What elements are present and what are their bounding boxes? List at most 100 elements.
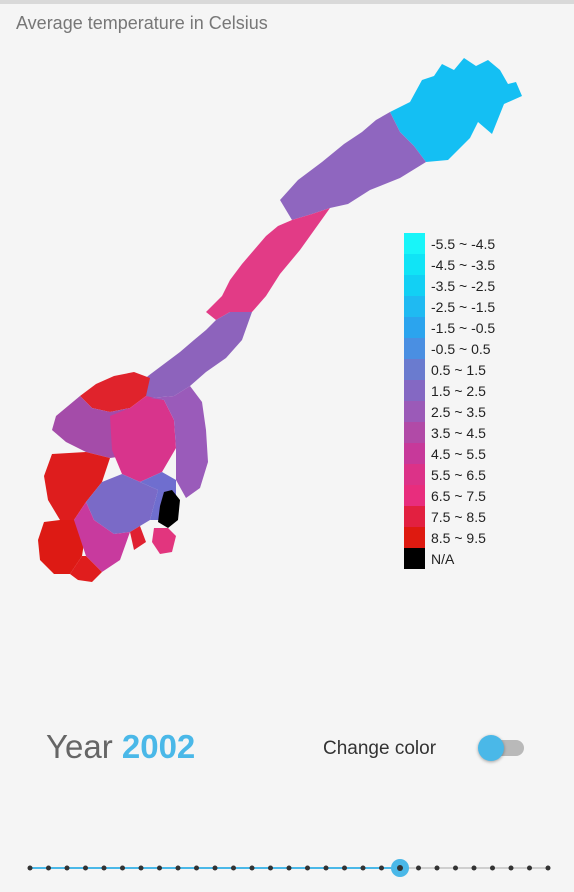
slider-thumb-dot <box>397 865 403 871</box>
change-color-label: Change color <box>323 738 437 759</box>
slider-tick[interactable] <box>83 865 88 871</box>
slider-tick[interactable] <box>64 865 70 871</box>
legend-label: -4.5 ~ -3.5 <box>431 256 496 273</box>
slider-tick[interactable] <box>286 865 292 871</box>
slider-tick[interactable] <box>231 865 236 871</box>
legend-item: 8.5 ~ 9.5 <box>404 527 495 548</box>
legend-item: 3.5 ~ 4.5 <box>404 422 495 443</box>
region-oppland[interactable] <box>110 396 176 482</box>
legend-swatch <box>404 506 425 527</box>
slider-tick[interactable] <box>453 865 458 871</box>
region-oslo[interactable] <box>158 490 180 528</box>
legend-swatch <box>404 359 425 380</box>
slider-tick[interactable] <box>157 865 162 871</box>
region-hordaland[interactable] <box>44 452 110 520</box>
legend-item: 5.5 ~ 6.5 <box>404 464 495 485</box>
legend-swatch <box>404 485 425 506</box>
region-rogaland[interactable] <box>38 520 86 574</box>
year-prefix: Year <box>46 728 113 765</box>
legend-item: 6.5 ~ 7.5 <box>404 485 495 506</box>
slider-tick[interactable] <box>434 865 440 871</box>
legend-swatch <box>404 401 425 422</box>
legend-swatch <box>404 317 425 338</box>
region-nordland[interactable] <box>206 208 330 320</box>
legend-swatch <box>404 275 425 296</box>
year-slider[interactable] <box>24 855 554 881</box>
legend-label: 0.5 ~ 1.5 <box>431 361 486 378</box>
legend: -5.5 ~ -4.5 -4.5 ~ -3.5 -3.5 ~ -2.5 -2.5 ~ … <box>404 233 495 569</box>
slider-tick[interactable] <box>360 865 366 871</box>
slider-tick[interactable] <box>212 865 218 871</box>
status-bar-edge <box>0 0 574 4</box>
legend-item: -4.5 ~ -3.5 <box>404 254 495 275</box>
norway-map <box>38 58 522 582</box>
slider-tick[interactable] <box>323 865 329 871</box>
region-hedmark[interactable] <box>150 386 208 498</box>
legend-label: 7.5 ~ 8.5 <box>431 508 486 525</box>
legend-item: 2.5 ~ 3.5 <box>404 401 495 422</box>
slider-tick[interactable] <box>249 865 255 871</box>
legend-label: 5.5 ~ 6.5 <box>431 466 486 483</box>
region-agder[interactable] <box>74 502 130 572</box>
toggle-knob[interactable] <box>478 735 504 761</box>
slider-tick[interactable] <box>342 865 347 871</box>
region-ostfold[interactable] <box>152 528 176 554</box>
slider-tick[interactable] <box>268 865 273 871</box>
legend-item: 7.5 ~ 8.5 <box>404 506 495 527</box>
slider-tick[interactable] <box>175 865 181 871</box>
region-finnmark[interactable] <box>390 58 522 162</box>
region-telemark-coast[interactable] <box>130 526 146 550</box>
legend-swatch <box>404 338 425 359</box>
legend-swatch <box>404 422 425 443</box>
slider-tick[interactable] <box>101 865 107 871</box>
legend-label: -3.5 ~ -2.5 <box>431 277 496 294</box>
legend-item: -3.5 ~ -2.5 <box>404 275 495 296</box>
legend-swatch <box>404 233 425 254</box>
legend-item: 0.5 ~ 1.5 <box>404 359 495 380</box>
region-troms[interactable] <box>280 112 426 220</box>
legend-item: -0.5 ~ 0.5 <box>404 338 495 359</box>
slider-tick[interactable] <box>416 865 421 871</box>
legend-item: -1.5 ~ -0.5 <box>404 317 495 338</box>
slider-tick[interactable] <box>138 865 144 871</box>
legend-swatch <box>404 296 425 317</box>
region-vest-agder[interactable] <box>70 556 102 582</box>
legend-swatch <box>404 443 425 464</box>
slider-tick[interactable] <box>379 865 384 871</box>
legend-label: 4.5 ~ 5.5 <box>431 445 486 462</box>
legend-swatch <box>404 380 425 401</box>
legend-label: 1.5 ~ 2.5 <box>431 382 486 399</box>
slider-tick[interactable] <box>305 865 310 871</box>
legend-label: -5.5 ~ -4.5 <box>431 235 496 252</box>
legend-swatch <box>404 464 425 485</box>
region-more[interactable] <box>80 372 150 412</box>
region-telemark[interactable] <box>86 474 158 534</box>
region-trondelag[interactable] <box>134 312 252 398</box>
slider-tick[interactable] <box>194 865 199 871</box>
slider-tick[interactable] <box>527 865 532 871</box>
legend-label: -1.5 ~ -0.5 <box>431 319 496 336</box>
slider-tick[interactable] <box>471 865 477 871</box>
slider-tick[interactable] <box>46 865 51 871</box>
slider-tick[interactable] <box>545 865 551 871</box>
legend-item: -5.5 ~ -4.5 <box>404 233 495 254</box>
year-value: 2002 <box>121 728 196 765</box>
legend-label: N/A <box>431 550 455 567</box>
legend-label: 2.5 ~ 3.5 <box>431 403 486 420</box>
slider-tick[interactable] <box>27 865 33 871</box>
slider-tick[interactable] <box>508 865 514 871</box>
page-title: Average temperature in Celsius <box>16 13 268 33</box>
legend-item: N/A <box>404 548 495 569</box>
legend-label: -0.5 ~ 0.5 <box>431 340 491 357</box>
legend-swatch <box>404 548 425 569</box>
legend-swatch <box>404 527 425 548</box>
slider-ticks <box>27 865 551 871</box>
slider-tick[interactable] <box>490 865 495 871</box>
slider-tick[interactable] <box>120 865 125 871</box>
legend-item: -2.5 ~ -1.5 <box>404 296 495 317</box>
change-color-toggle[interactable] <box>478 733 526 763</box>
legend-label: 6.5 ~ 7.5 <box>431 487 486 504</box>
legend-label: 3.5 ~ 4.5 <box>431 424 486 441</box>
legend-item: 4.5 ~ 5.5 <box>404 443 495 464</box>
legend-label: 8.5 ~ 9.5 <box>431 529 486 546</box>
